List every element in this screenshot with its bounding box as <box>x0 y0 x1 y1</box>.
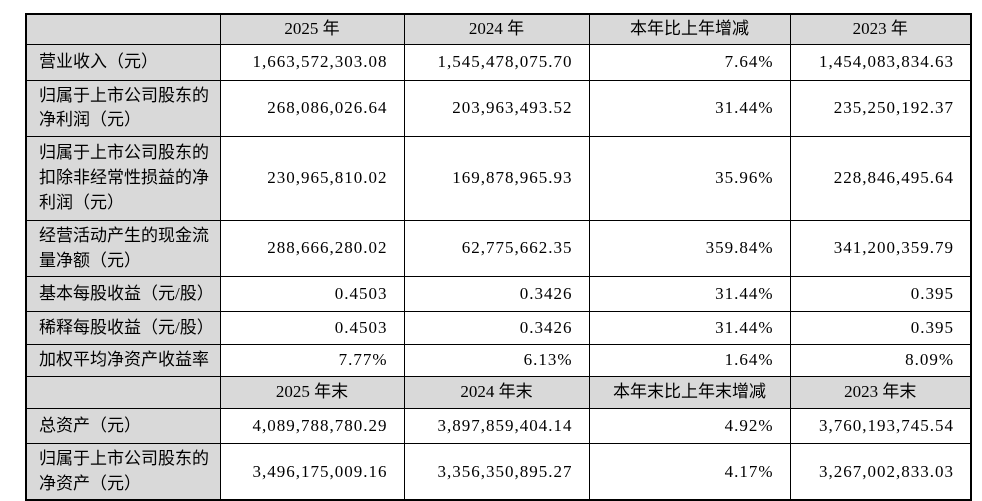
value-2025: 268,086,026.64 <box>219 79 405 137</box>
period-header-row: 2025 年 2024 年 本年比上年增减 2023 年 <box>25 13 972 45</box>
table-row-diluted-eps: 稀释每股收益（元/股） 0.4503 0.3426 31.44% 0.395 <box>25 311 972 346</box>
row-label: 加权平均净资产收益率 <box>25 344 221 378</box>
value-2025: 7.77% <box>219 344 405 378</box>
table-row-total-assets: 总资产（元） 4,089,788,780.29 3,897,859,404.14… <box>25 408 972 445</box>
value-2025: 0.4503 <box>219 276 405 313</box>
row-label: 总资产（元） <box>25 408 221 445</box>
row-label: 基本每股收益（元/股） <box>25 276 221 313</box>
value-2023: 1,454,083,834.63 <box>789 43 972 81</box>
value-2024: 6.13% <box>403 344 590 378</box>
value-2023: 341,200,359.79 <box>789 219 972 278</box>
value-2024: 0.3426 <box>403 311 590 346</box>
table-row-operating-revenue: 营业收入（元） 1,663,572,303.08 1,545,478,075.7… <box>25 43 972 81</box>
row-label: 营业收入（元） <box>25 43 221 81</box>
value-change: 35.96% <box>588 135 791 221</box>
header-yoy-change: 本年比上年增减 <box>588 13 791 45</box>
eop-header-row: 2025 年末 2024 年末 本年末比上年末增减 2023 年末 <box>25 376 972 410</box>
table-row-operating-cash-flow: 经营活动产生的现金流量净额（元） 288,666,280.02 62,775,6… <box>25 219 972 278</box>
header-2025: 2025 年 <box>219 13 405 45</box>
row-label: 归属于上市公司股东的扣除非经常性损益的净利润（元） <box>25 135 221 221</box>
value-change: 7.64% <box>588 43 791 81</box>
table-row-weighted-avg-roe: 加权平均净资产收益率 7.77% 6.13% 1.64% 8.09% <box>25 344 972 378</box>
value-change: 359.84% <box>588 219 791 278</box>
row-label: 归属于上市公司股东的净利润（元） <box>25 79 221 137</box>
blank-header-cell <box>25 376 221 410</box>
value-2025: 0.4503 <box>219 311 405 346</box>
value-2023: 235,250,192.37 <box>789 79 972 137</box>
header-2023: 2023 年 <box>789 13 972 45</box>
header-eop-change: 本年末比上年末增减 <box>588 376 791 410</box>
value-2024: 3,356,350,895.27 <box>403 443 590 501</box>
value-2023: 228,846,495.64 <box>789 135 972 221</box>
value-change: 31.44% <box>588 276 791 313</box>
row-label: 归属于上市公司股东的净资产（元） <box>25 443 221 501</box>
table-row-net-profit-excl-nonrecurring: 归属于上市公司股东的扣除非经常性损益的净利润（元） 230,965,810.02… <box>25 135 972 221</box>
header-2025-end: 2025 年末 <box>219 376 405 410</box>
value-change: 1.64% <box>588 344 791 378</box>
header-2024: 2024 年 <box>403 13 590 45</box>
value-2023: 0.395 <box>789 276 972 313</box>
value-2025: 3,496,175,009.16 <box>219 443 405 501</box>
value-2024: 203,963,493.52 <box>403 79 590 137</box>
value-2023: 3,267,002,833.03 <box>789 443 972 501</box>
value-2025: 230,965,810.02 <box>219 135 405 221</box>
value-change: 4.17% <box>588 443 791 501</box>
value-2024: 3,897,859,404.14 <box>403 408 590 445</box>
value-2025: 1,663,572,303.08 <box>219 43 405 81</box>
value-2025: 4,089,788,780.29 <box>219 408 405 445</box>
financial-summary-table: 2025 年 2024 年 本年比上年增减 2023 年 营业收入（元） 1,6… <box>25 13 972 501</box>
row-label: 经营活动产生的现金流量净额（元） <box>25 219 221 278</box>
value-2024: 0.3426 <box>403 276 590 313</box>
value-2025: 288,666,280.02 <box>219 219 405 278</box>
blank-header-cell <box>25 13 221 45</box>
table-row-net-assets: 归属于上市公司股东的净资产（元） 3,496,175,009.16 3,356,… <box>25 443 972 501</box>
header-2024-end: 2024 年末 <box>403 376 590 410</box>
value-2023: 0.395 <box>789 311 972 346</box>
table-row-basic-eps: 基本每股收益（元/股） 0.4503 0.3426 31.44% 0.395 <box>25 276 972 313</box>
value-2024: 62,775,662.35 <box>403 219 590 278</box>
table-row-net-profit: 归属于上市公司股东的净利润（元） 268,086,026.64 203,963,… <box>25 79 972 137</box>
value-2023: 3,760,193,745.54 <box>789 408 972 445</box>
value-change: 31.44% <box>588 311 791 346</box>
value-change: 31.44% <box>588 79 791 137</box>
value-change: 4.92% <box>588 408 791 445</box>
row-label: 稀释每股收益（元/股） <box>25 311 221 346</box>
value-2024: 1,545,478,075.70 <box>403 43 590 81</box>
header-2023-end: 2023 年末 <box>789 376 972 410</box>
value-2023: 8.09% <box>789 344 972 378</box>
value-2024: 169,878,965.93 <box>403 135 590 221</box>
